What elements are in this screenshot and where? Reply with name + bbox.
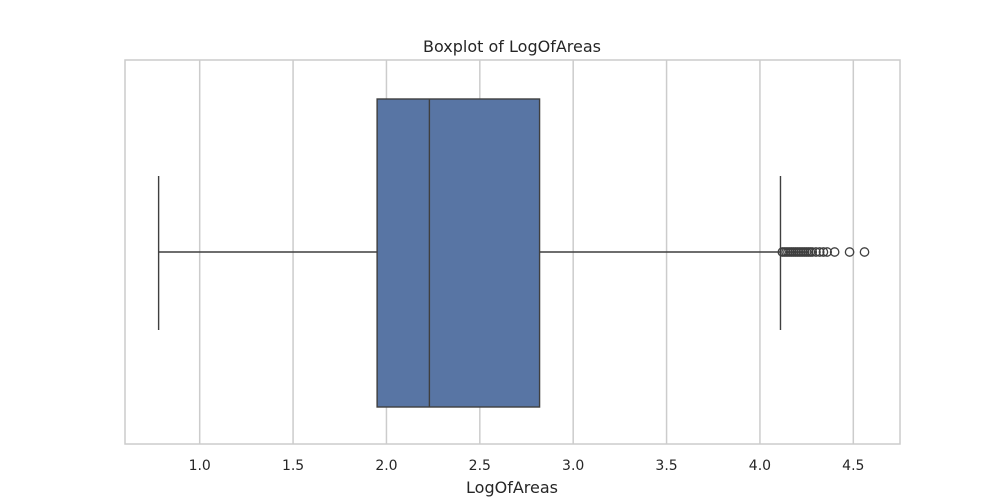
x-tick-label-3: 2.5	[469, 458, 491, 474]
x-axis-title: LogOfAreas	[466, 478, 558, 497]
x-tick-label-7: 4.5	[842, 458, 864, 474]
x-tick-label-2: 2.0	[375, 458, 397, 474]
outlier-point-17	[811, 247, 821, 257]
outlier-points	[777, 247, 870, 257]
outlier-point-22	[844, 247, 855, 257]
x-tick-label-4: 3.0	[562, 458, 584, 474]
chart-title: Boxplot of LogOfAreas	[423, 37, 601, 56]
outlier-point-18	[814, 247, 825, 257]
outlier-point-21	[829, 247, 840, 257]
outlier-point-19	[818, 247, 829, 257]
x-tick-label-1: 1.5	[282, 458, 304, 474]
outlier-point-16	[807, 247, 818, 257]
outlier-point-23	[859, 247, 870, 257]
boxplot	[157, 98, 782, 408]
interquartile-box	[376, 98, 541, 408]
outlier-point-20	[822, 247, 833, 257]
x-tick-labels: 1.0 1.5 2.0 2.5 3.0 3.5 4.0 4.5	[189, 458, 865, 474]
x-tick-label-0: 1.0	[189, 458, 211, 474]
x-tick-label-6: 4.0	[749, 458, 771, 474]
x-tick-label-5: 3.5	[655, 458, 677, 474]
plot-frame	[124, 59, 901, 445]
